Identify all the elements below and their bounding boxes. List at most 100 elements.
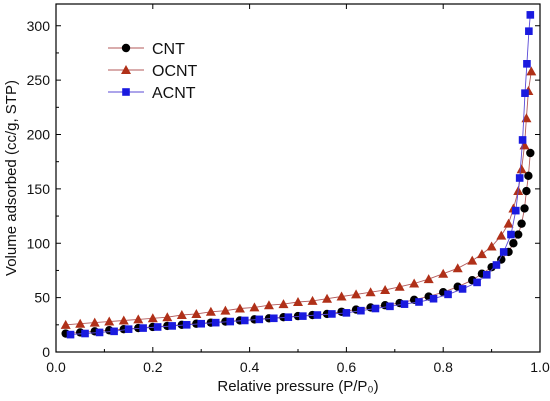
data-point-ocnt (75, 318, 86, 328)
data-point-ocnt (147, 313, 158, 323)
data-point-acnt (526, 11, 535, 19)
data-point-ocnt (486, 241, 497, 251)
data-point-ocnt (234, 303, 245, 313)
data-point-cnt (522, 186, 531, 196)
data-point-acnt (328, 310, 336, 318)
data-point-acnt (521, 89, 529, 97)
data-point-acnt (415, 298, 423, 306)
legend-marker (122, 88, 130, 96)
data-point-ocnt (452, 263, 463, 273)
data-point-acnt (124, 325, 133, 333)
data-point-acnt (357, 306, 365, 315)
series-line-ocnt (65, 71, 532, 326)
y-tick-label: 50 (34, 290, 50, 306)
data-point-ocnt (89, 317, 100, 327)
data-point-acnt (153, 323, 162, 331)
data-point-acnt (182, 321, 191, 329)
data-point-cnt (514, 230, 523, 239)
legend-label: ACNT (152, 85, 196, 102)
data-point-ocnt (351, 289, 362, 299)
x-tick-label: 0.2 (143, 359, 163, 375)
data-point-ocnt (249, 302, 260, 312)
data-point-ocnt (336, 291, 347, 301)
data-point-ocnt (118, 315, 129, 325)
data-point-ocnt (133, 314, 144, 324)
data-point-ocnt (263, 300, 274, 310)
data-point-ocnt (176, 310, 187, 320)
data-point-ocnt (365, 287, 376, 297)
data-point-cnt (524, 171, 533, 181)
y-tick-label: 150 (27, 181, 51, 197)
y-tick-label: 0 (42, 344, 50, 360)
x-tick-label: 1.0 (530, 359, 550, 375)
data-point-ocnt (409, 278, 420, 288)
data-point-cnt (517, 219, 526, 228)
series-line-acnt (70, 14, 531, 336)
data-point-ocnt (476, 249, 487, 259)
x-tick-label: 0.8 (433, 359, 453, 375)
data-point-ocnt (503, 218, 514, 228)
data-point-acnt (255, 315, 264, 324)
legend-label: OCNT (152, 63, 198, 80)
data-point-acnt (270, 314, 278, 323)
x-tick-label: 0.4 (240, 359, 260, 375)
data-point-acnt (482, 270, 491, 279)
data-point-acnt (110, 327, 118, 336)
data-point-ocnt (516, 164, 527, 174)
data-point-acnt (168, 322, 176, 330)
data-point-ocnt (293, 296, 303, 306)
data-point-acnt (458, 285, 467, 293)
data-point-ocnt (205, 306, 216, 316)
data-point-acnt (444, 290, 452, 299)
data-point-acnt (386, 302, 394, 311)
series-layer (60, 11, 537, 339)
data-point-acnt (211, 318, 220, 327)
data-point-ocnt (438, 268, 449, 278)
data-point-acnt (512, 206, 520, 215)
data-point-acnt (139, 324, 147, 332)
data-point-acnt (523, 60, 531, 68)
data-point-acnt (240, 316, 249, 325)
data-point-cnt (520, 204, 529, 213)
data-point-ocnt (220, 305, 231, 315)
legend-label: CNT (152, 41, 185, 58)
data-point-acnt (473, 278, 481, 287)
data-point-ocnt (162, 312, 173, 322)
y-tick-label: 250 (27, 72, 51, 88)
data-point-acnt (400, 300, 409, 308)
x-tick-label: 0.6 (337, 359, 357, 375)
data-point-acnt (525, 27, 533, 35)
data-point-acnt (499, 248, 508, 256)
data-point-ocnt (380, 285, 391, 295)
data-point-acnt (507, 230, 515, 239)
y-axis-title: Volume adsorbed (cc/g, STP) (3, 80, 20, 276)
data-point-ocnt (423, 274, 434, 284)
legend: CNT OCNT ACNT (108, 41, 198, 102)
data-point-acnt (66, 330, 75, 339)
data-point-acnt (284, 313, 293, 321)
y-tick-label: 100 (27, 235, 51, 251)
data-point-ocnt (307, 295, 318, 305)
series-acnt (66, 11, 535, 339)
data-point-ocnt (394, 281, 405, 291)
data-point-acnt (371, 304, 380, 313)
data-point-acnt (342, 309, 351, 317)
data-point-cnt (509, 239, 518, 248)
axis-ticks: 0.0 0.2 0.4 0.6 0.8 1.0 0 50 100 150 200 250 300 (27, 4, 550, 375)
data-point-acnt (299, 312, 307, 320)
data-point-ocnt (104, 316, 115, 326)
data-point-acnt (518, 136, 527, 144)
y-tick-label: 300 (27, 18, 51, 34)
data-point-ocnt (467, 255, 478, 265)
series-ocnt (60, 66, 537, 329)
plot-area (55, 3, 541, 353)
data-point-acnt (197, 319, 205, 328)
data-point-acnt (95, 328, 104, 337)
data-point-ocnt (496, 230, 507, 240)
data-point-ocnt (526, 66, 537, 76)
x-tick-label: 0.0 (46, 359, 66, 375)
data-point-acnt (81, 329, 89, 338)
data-point-cnt (526, 148, 535, 158)
data-point-ocnt (191, 308, 202, 318)
